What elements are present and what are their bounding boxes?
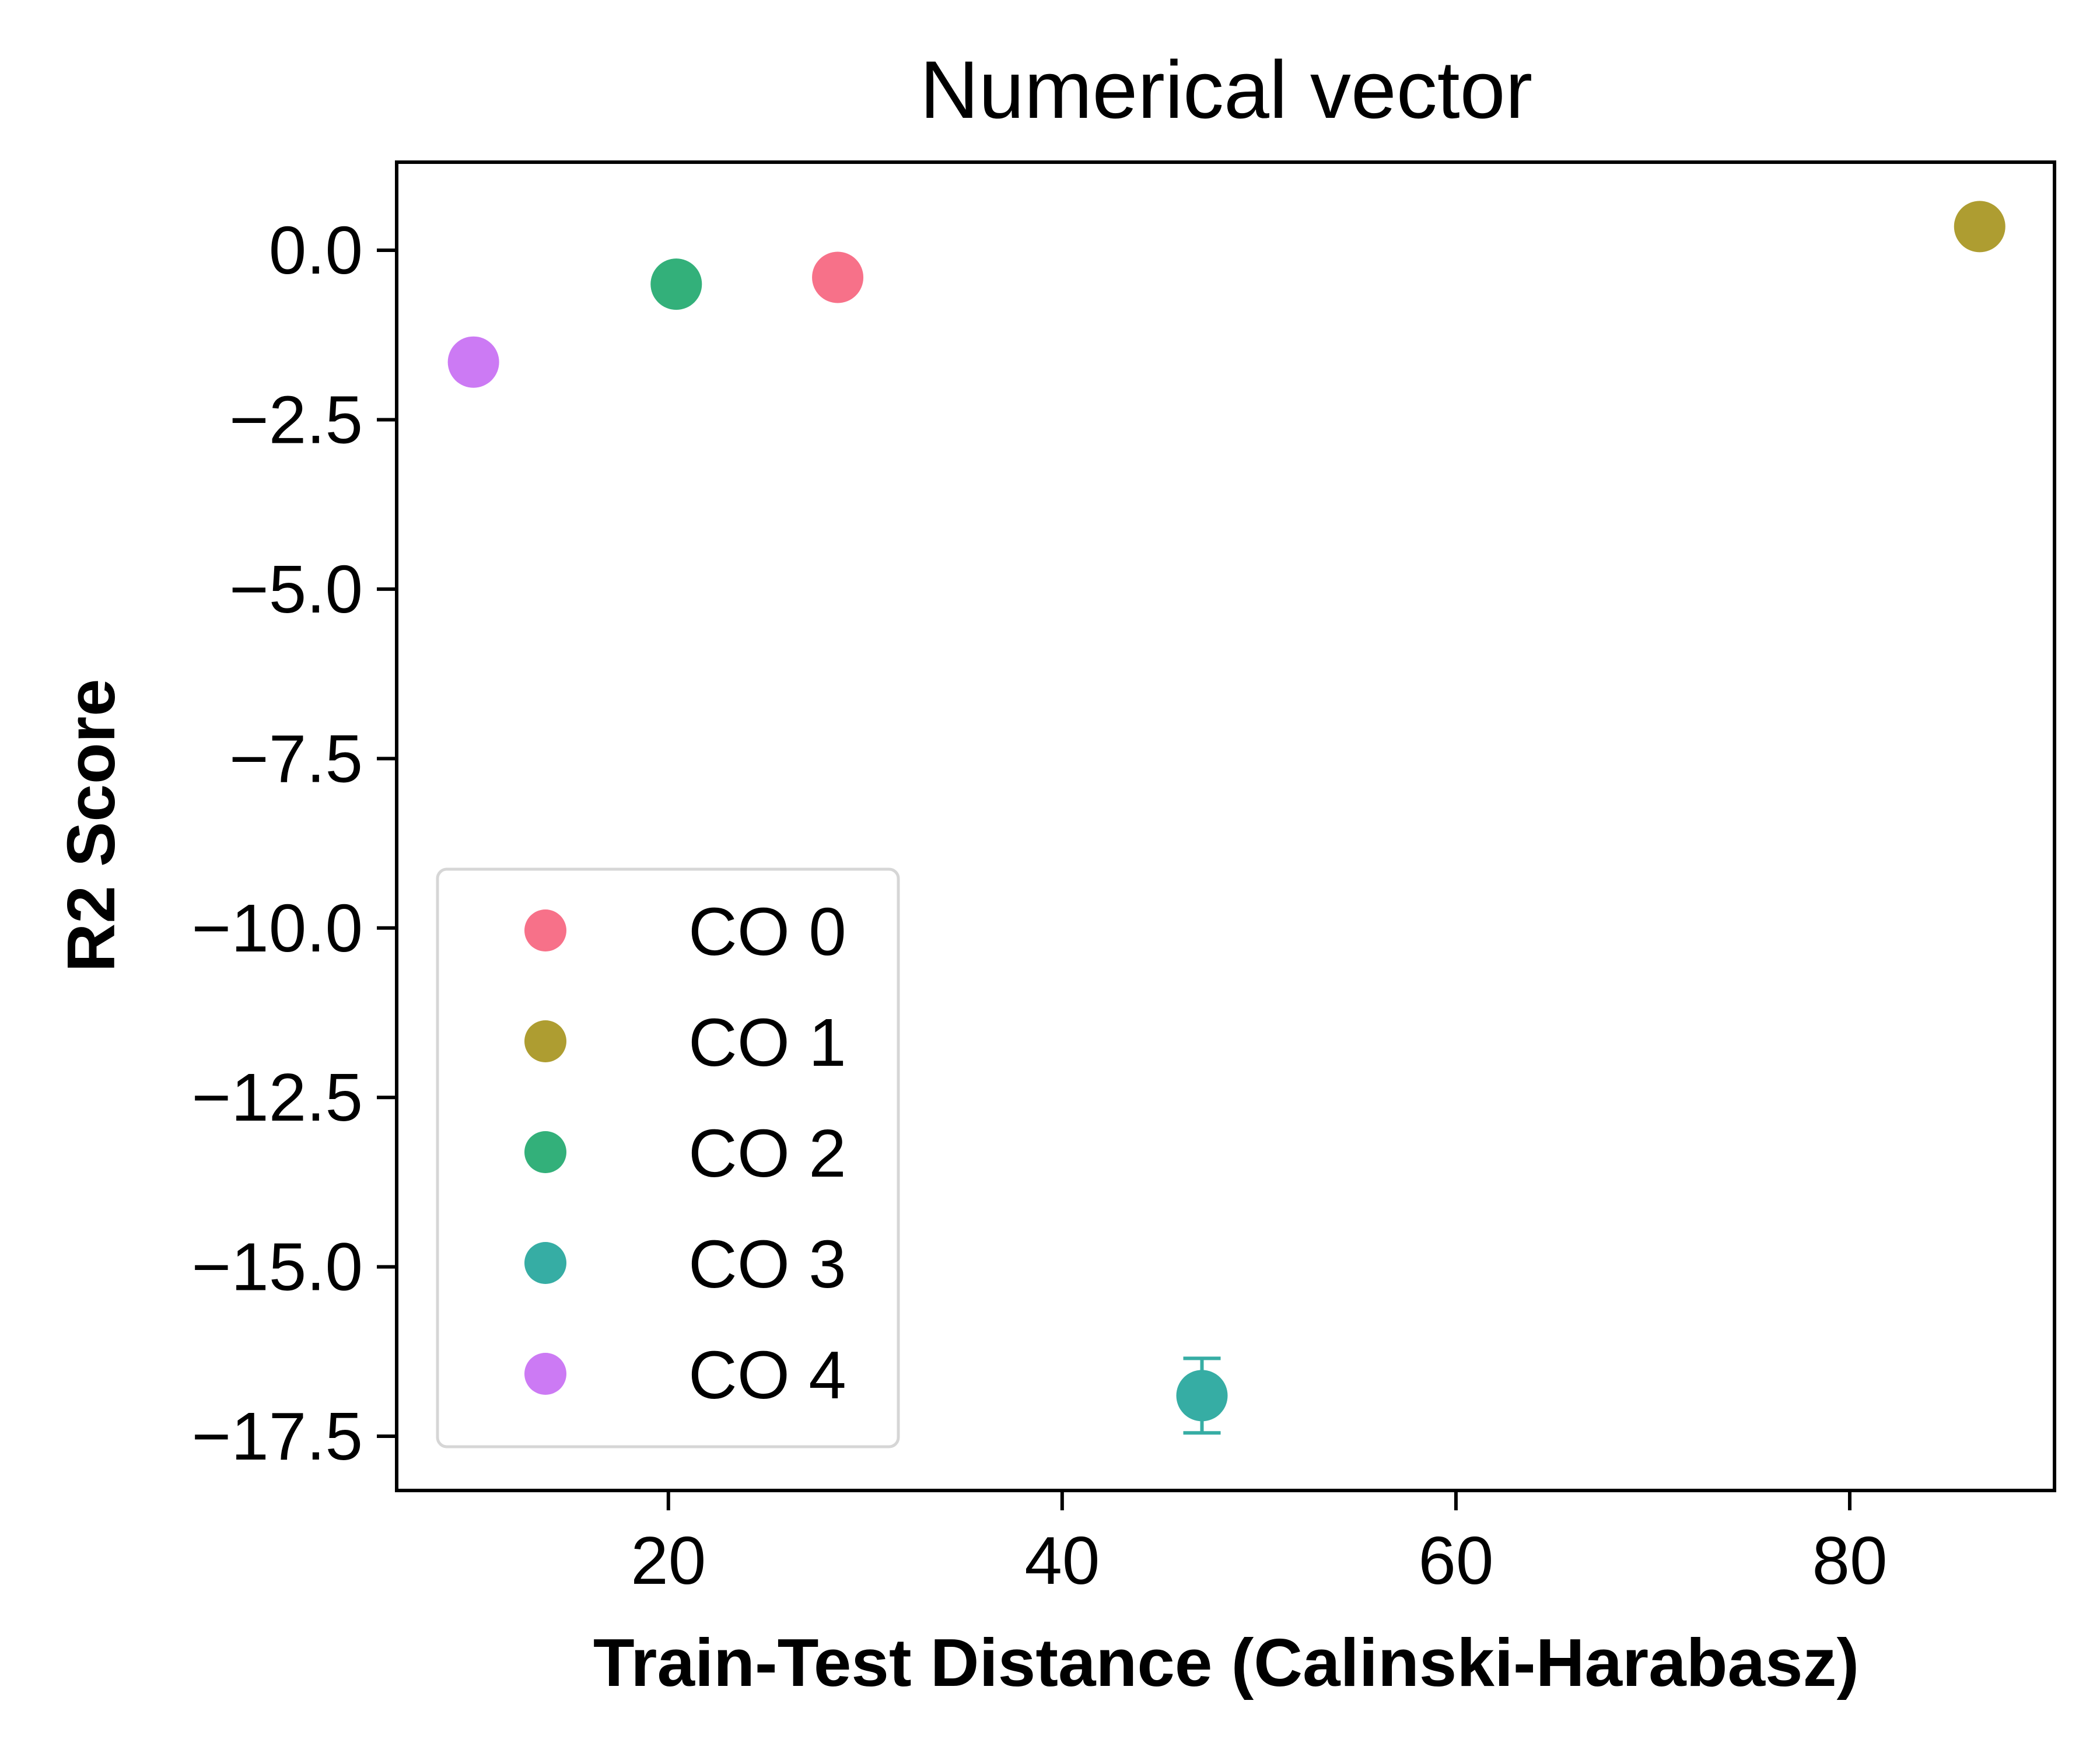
legend-label: CO 4 [688, 1337, 846, 1413]
legend-box [436, 867, 900, 1448]
legend-marker [524, 1131, 566, 1173]
legend-marker [524, 1353, 566, 1395]
y-tick-label: 0.0 [269, 212, 363, 288]
legend-marker [524, 1020, 566, 1062]
legend-label: CO 2 [688, 1115, 846, 1191]
data-point [650, 258, 702, 310]
x-axis-label: Train-Test Distance (Calinski-Harabasz) [593, 1625, 1859, 1700]
x-tick-label: 80 [1812, 1523, 1887, 1598]
y-tick-label: −2.5 [229, 382, 363, 457]
data-point [1954, 201, 2006, 253]
y-axis-label: R2 Score [53, 679, 129, 972]
y-tick-label: −5.0 [229, 551, 363, 627]
plot-frame [395, 160, 2056, 1492]
legend-marker [524, 909, 566, 951]
data-point [447, 336, 499, 388]
legend-label: CO 3 [688, 1226, 846, 1302]
x-tick-label: 20 [631, 1523, 706, 1598]
y-tick-label: −12.5 [191, 1059, 363, 1135]
legend-label: CO 0 [688, 894, 846, 970]
legend-marker [524, 1242, 566, 1284]
plot-area: 20 40 60 80 0.0 −2.5 −5.0 −7.5 −10.0 −12.5 −15.0 −1… [191, 160, 2056, 1598]
y-tick-label: −15.0 [191, 1229, 363, 1305]
legend-label: CO 1 [688, 1005, 846, 1080]
data-point [1176, 1370, 1228, 1422]
x-tick-label: 60 [1418, 1523, 1493, 1598]
chart-title: Numerical vector [920, 44, 1532, 135]
y-tick-label: −7.5 [229, 720, 363, 796]
y-tick-label: −17.5 [191, 1398, 363, 1474]
y-tick-label: −10.0 [191, 890, 363, 966]
data-point [812, 251, 864, 303]
x-tick-label: 40 [1024, 1523, 1100, 1598]
